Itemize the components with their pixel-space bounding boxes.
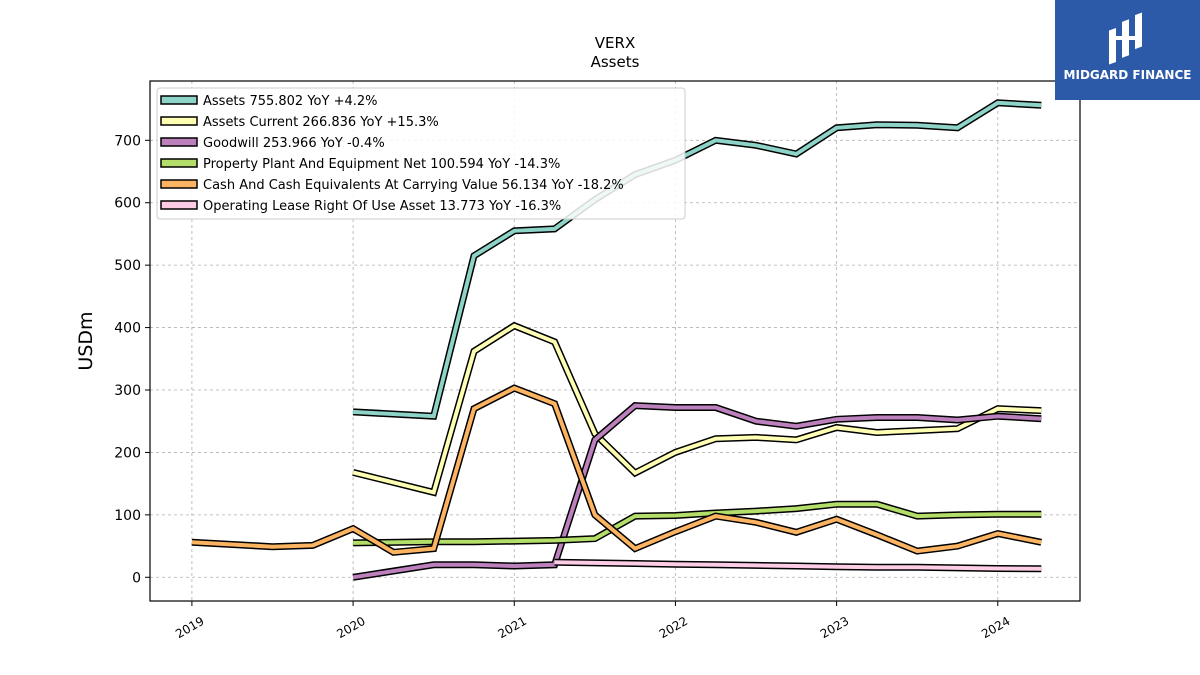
x-tick-label: 2024 xyxy=(979,614,1012,641)
y-tick-label: 400 xyxy=(114,321,141,337)
series-line xyxy=(352,323,1042,495)
y-tick-label: 600 xyxy=(114,196,141,212)
series-line xyxy=(352,403,1042,580)
series-4 xyxy=(191,384,1042,556)
axis-ticks: 0 100 200 300 400 500 600 700 2019 2020 2021 2022 20… xyxy=(114,133,1012,641)
y-tick-label: 100 xyxy=(114,508,141,524)
plot-frame xyxy=(149,80,1081,602)
series-line xyxy=(352,100,1042,419)
midgard-finance-logo: MIDGARD FINANCE xyxy=(1055,0,1200,100)
legend-swatch xyxy=(160,200,198,210)
legend-entry: Goodwill 253.966 YoY -0.4% xyxy=(203,136,385,151)
series-2 xyxy=(352,402,1042,581)
x-tick-label: 2022 xyxy=(657,614,690,641)
series-line xyxy=(554,560,1042,571)
legend-swatch xyxy=(160,179,198,189)
legend-entry: Operating Lease Right Of Use Asset 13.77… xyxy=(203,199,561,214)
series-1 xyxy=(352,321,1042,497)
legend-entry: Cash And Cash Equivalents At Carrying Va… xyxy=(203,178,624,193)
legend-swatch xyxy=(160,116,198,126)
legend-entry: Property Plant And Equipment Net 100.594… xyxy=(203,157,560,172)
legend-frame xyxy=(156,87,686,220)
logo-text: MIDGARD FINANCE xyxy=(1063,68,1192,82)
legend-entry: Assets 755.802 YoY +4.2% xyxy=(203,94,378,109)
legend-entry: Assets Current 266.836 YoY +15.3% xyxy=(203,115,439,130)
y-axis-label: USDm xyxy=(75,311,97,370)
y-tick-label: 200 xyxy=(114,445,141,461)
brand-mark-icon xyxy=(1109,12,1142,65)
chart-title: VERX xyxy=(595,34,635,52)
series-line xyxy=(191,385,1042,555)
series-layer xyxy=(191,99,1042,581)
legend: Assets 755.802 YoY +4.2% Assets Current 2… xyxy=(156,87,686,220)
chart-subtitle: Assets xyxy=(591,53,640,71)
series-0 xyxy=(352,99,1042,420)
legend-swatch xyxy=(160,95,198,105)
x-tick-label: 2019 xyxy=(173,614,206,641)
legend-swatch xyxy=(160,158,198,168)
x-tick-label: 2020 xyxy=(334,614,367,641)
legend-swatch xyxy=(160,137,198,147)
y-tick-label: 300 xyxy=(114,383,141,399)
y-tick-label: 500 xyxy=(114,258,141,274)
series-5 xyxy=(554,558,1042,573)
y-tick-label: 0 xyxy=(132,570,141,586)
x-tick-label: 2021 xyxy=(496,614,529,641)
y-tick-label: 700 xyxy=(114,133,141,149)
x-tick-label: 2023 xyxy=(818,614,851,641)
